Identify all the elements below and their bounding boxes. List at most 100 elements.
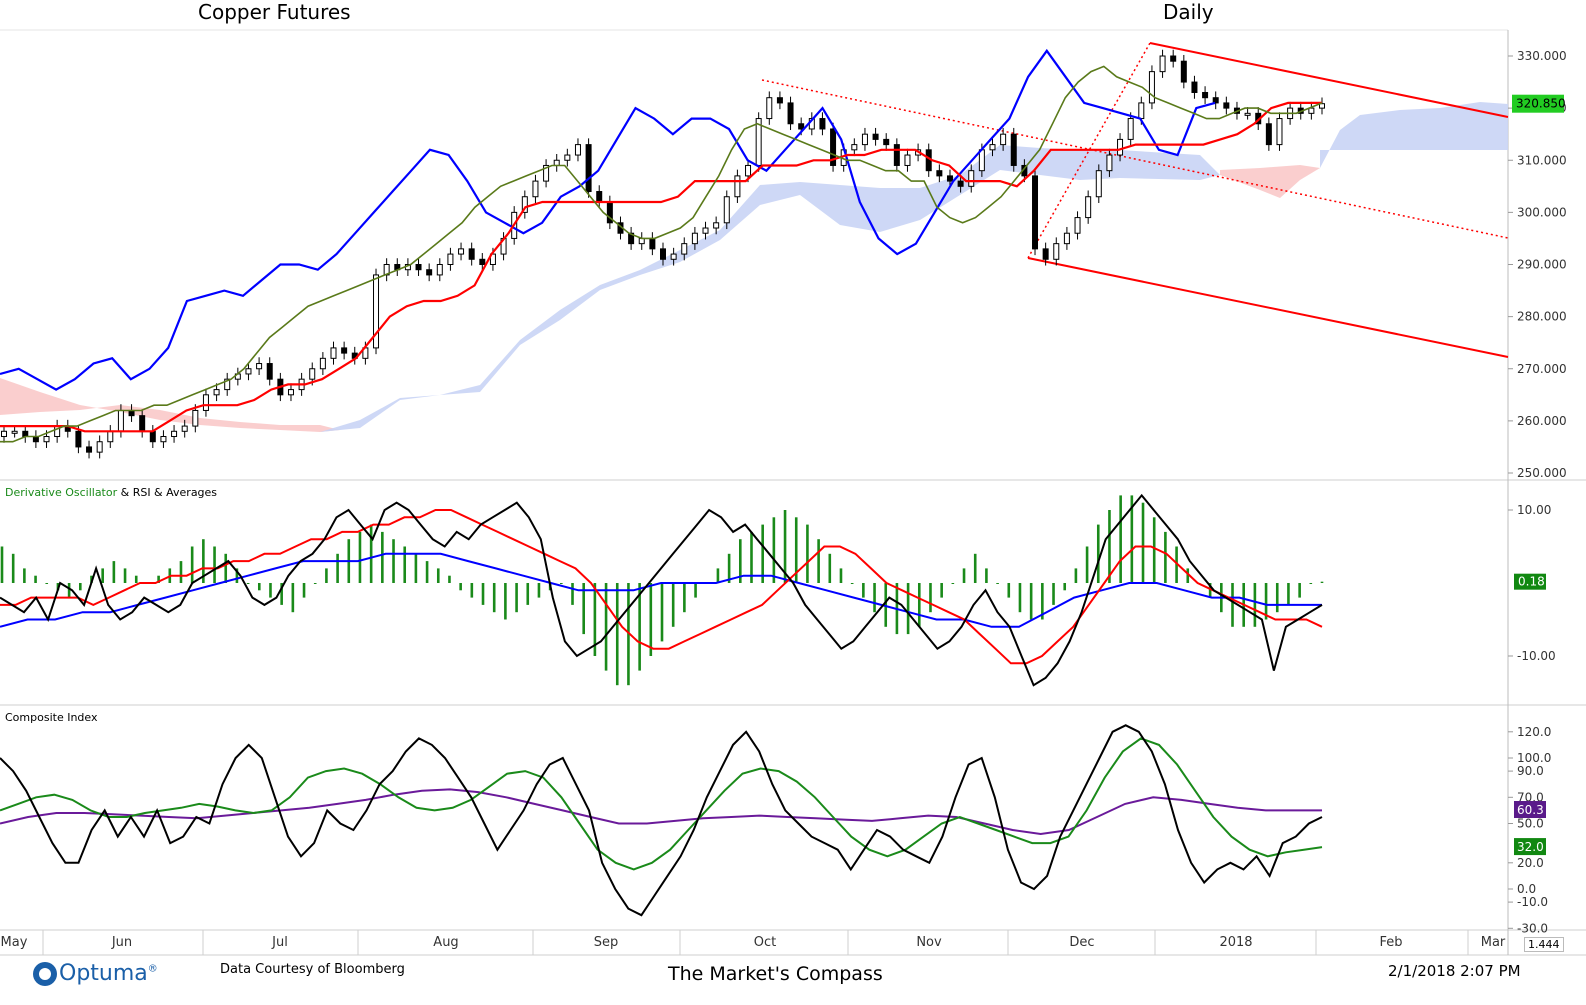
osc-hist-bar [1007,583,1011,598]
osc-hist-bar [403,546,407,583]
candle-body [107,430,114,443]
osc-hist-bar [1186,568,1190,583]
osc-hist-bar [504,583,507,620]
candle-body [309,368,316,380]
optuma-logo[interactable]: Optuma® [33,961,158,986]
candle-body [1276,118,1283,146]
candle-body [96,441,103,453]
osc-hist-bar [940,583,943,598]
last-price-label: 320.850 [1516,97,1566,111]
candle-body [564,154,571,161]
osc-hist-bar [1074,568,1078,583]
osc-label-rest: & RSI & Averages [117,486,218,499]
candle-body [670,253,677,260]
candle-body [766,97,773,120]
ci-slow-last-label: 60.3 [1517,803,1544,817]
osc-hist-bar [448,575,451,583]
osc-hist-bar [772,517,776,583]
osc-hist-bar [190,546,194,583]
osc-hist-bar [313,583,317,584]
osc-hist-bar [671,583,675,627]
ci-ytick-label: -30.0 [1517,921,1548,935]
osc-hist-bar [716,568,720,583]
price-ytick-label: 310.000 [1517,153,1567,167]
scale-box[interactable]: 1.444 [1524,937,1564,952]
candle-body [1127,118,1134,140]
osc-hist-bar [638,583,641,671]
candle-body [479,258,486,266]
last-price-badge [1512,94,1564,113]
osc-hist-bar [817,539,820,583]
x-month-label: May [1,935,28,950]
candle-body [245,368,252,375]
candle-body [1063,232,1070,245]
candle-body [893,144,900,166]
ci-ytick-label: 0.0 [1517,882,1536,896]
osc-label-derivative: Derivative Oscillator [5,486,118,499]
candle-body [224,378,231,391]
candle-body [181,425,188,432]
candle-body [734,175,741,198]
candle-body [1,430,7,438]
candle-body [883,138,890,146]
osc-hist-bar [615,583,619,686]
candle-body [1106,154,1113,172]
osc-hist-bar [202,539,205,583]
x-month-label: Oct [754,935,776,950]
osc-hist-bar [257,583,261,591]
candle-body [936,170,943,177]
candle-body [447,253,454,265]
candle-body [319,357,326,370]
candle-body [1074,217,1081,234]
osc-hist-bar [134,575,138,583]
composite-index-line [0,724,1323,917]
osc-hist-bar [269,583,272,598]
candle-body [1000,133,1007,146]
osc-hist-bar [325,568,328,583]
osc-hist-bar [1152,517,1156,583]
candle-body [330,347,337,359]
tenkan-sen-line [0,65,1323,443]
candle-body [1042,248,1049,260]
osc-hist-bar [1141,502,1145,583]
x-month-label: Dec [1069,935,1094,950]
candle-body [117,409,124,432]
osc-hist-bar [750,531,753,583]
candle-body [256,363,263,370]
candle-body [819,118,826,130]
osc-hist-bar [694,583,697,598]
candle-body [149,430,156,443]
candle-body [1180,60,1187,83]
osc-hist-bar [414,553,418,583]
candle-body [1032,175,1039,250]
candle-body [1223,102,1230,109]
ci-slow-average-line [0,788,1322,836]
candle-body [1170,55,1177,62]
candle-body [1265,123,1272,146]
osc-hist-bar [1164,531,1167,583]
ci-ytick-label: 120.0 [1517,725,1551,739]
osc-hist-bar [560,583,563,584]
osc-hist-bar [492,583,496,613]
kijun-sen-line [0,101,1322,433]
osc-hist-bar [101,568,104,583]
candle-body [574,144,581,156]
osc-hist-bar [336,553,339,583]
optuma-logo-text: Optuma [59,961,148,986]
osc-hist-bar [571,583,574,605]
osc-last-value-label: 0.18 [1518,575,1545,589]
candle-body [681,243,688,255]
trend-channel [761,42,1509,358]
osc-hist-bar [985,568,988,583]
ci-fast-last-badge [1514,838,1546,856]
candle-body [1212,97,1219,104]
osc-hist-bar [683,583,686,613]
candle-body [596,191,603,203]
rsi-slow-average-line [0,552,1322,628]
ci-ytick-label: 50.0 [1517,817,1544,831]
candle-body [1159,55,1166,73]
candle-body [1244,112,1251,116]
osc-hist-bar [1119,495,1122,583]
osc-hist-bar [582,583,585,635]
candle-body [861,133,868,146]
